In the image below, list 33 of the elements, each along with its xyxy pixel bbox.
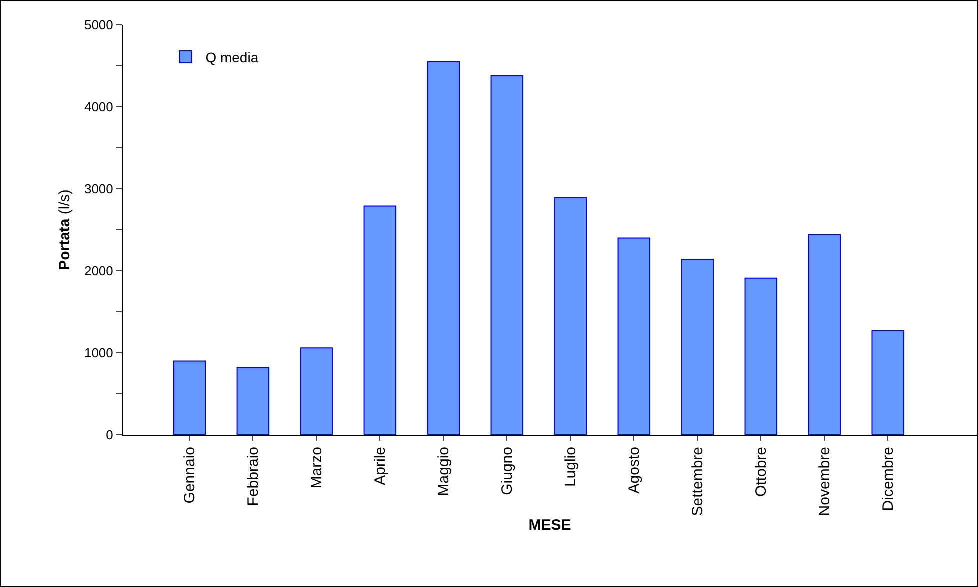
y-tick-label: 2000 [84, 264, 114, 279]
x-tick-label: Febbraio [245, 447, 262, 506]
x-tick-label: Luglio [562, 447, 580, 488]
x-tick-label: Dicembre [880, 447, 897, 512]
y-tick-label: 5000 [84, 18, 114, 33]
bar [872, 330, 904, 435]
bar [808, 234, 841, 435]
y-tick-label: 0 [106, 428, 114, 443]
x-tick-label: Aprile [372, 447, 390, 486]
y-tick-label: 4000 [84, 100, 114, 115]
y-tick-label: 3000 [84, 182, 114, 197]
bar [681, 259, 714, 435]
x-tick-label: Agosto [626, 447, 644, 494]
x-tick-label: Gennaio [182, 447, 199, 504]
x-tick-label: Maggio [436, 447, 453, 496]
bar [300, 348, 334, 435]
bar [236, 367, 270, 435]
bar [364, 206, 397, 435]
bar [490, 75, 524, 435]
x-axis-title: MESE [528, 517, 572, 534]
x-tick-label: Settembre [689, 447, 706, 516]
legend-label: Q media [206, 49, 259, 66]
bar [173, 360, 206, 435]
x-tick-label: Ottobre [752, 447, 770, 498]
bar [744, 278, 778, 435]
x-tick-label: Marzo [308, 447, 326, 489]
bar [427, 61, 460, 435]
x-tick-label: Giugno [499, 447, 516, 496]
bar [554, 198, 588, 435]
y-axis-title: Portata (l/s) [56, 190, 74, 270]
bar [618, 238, 650, 435]
x-tick-label: Novembre [816, 447, 834, 516]
y-tick-label: 1000 [84, 346, 114, 361]
